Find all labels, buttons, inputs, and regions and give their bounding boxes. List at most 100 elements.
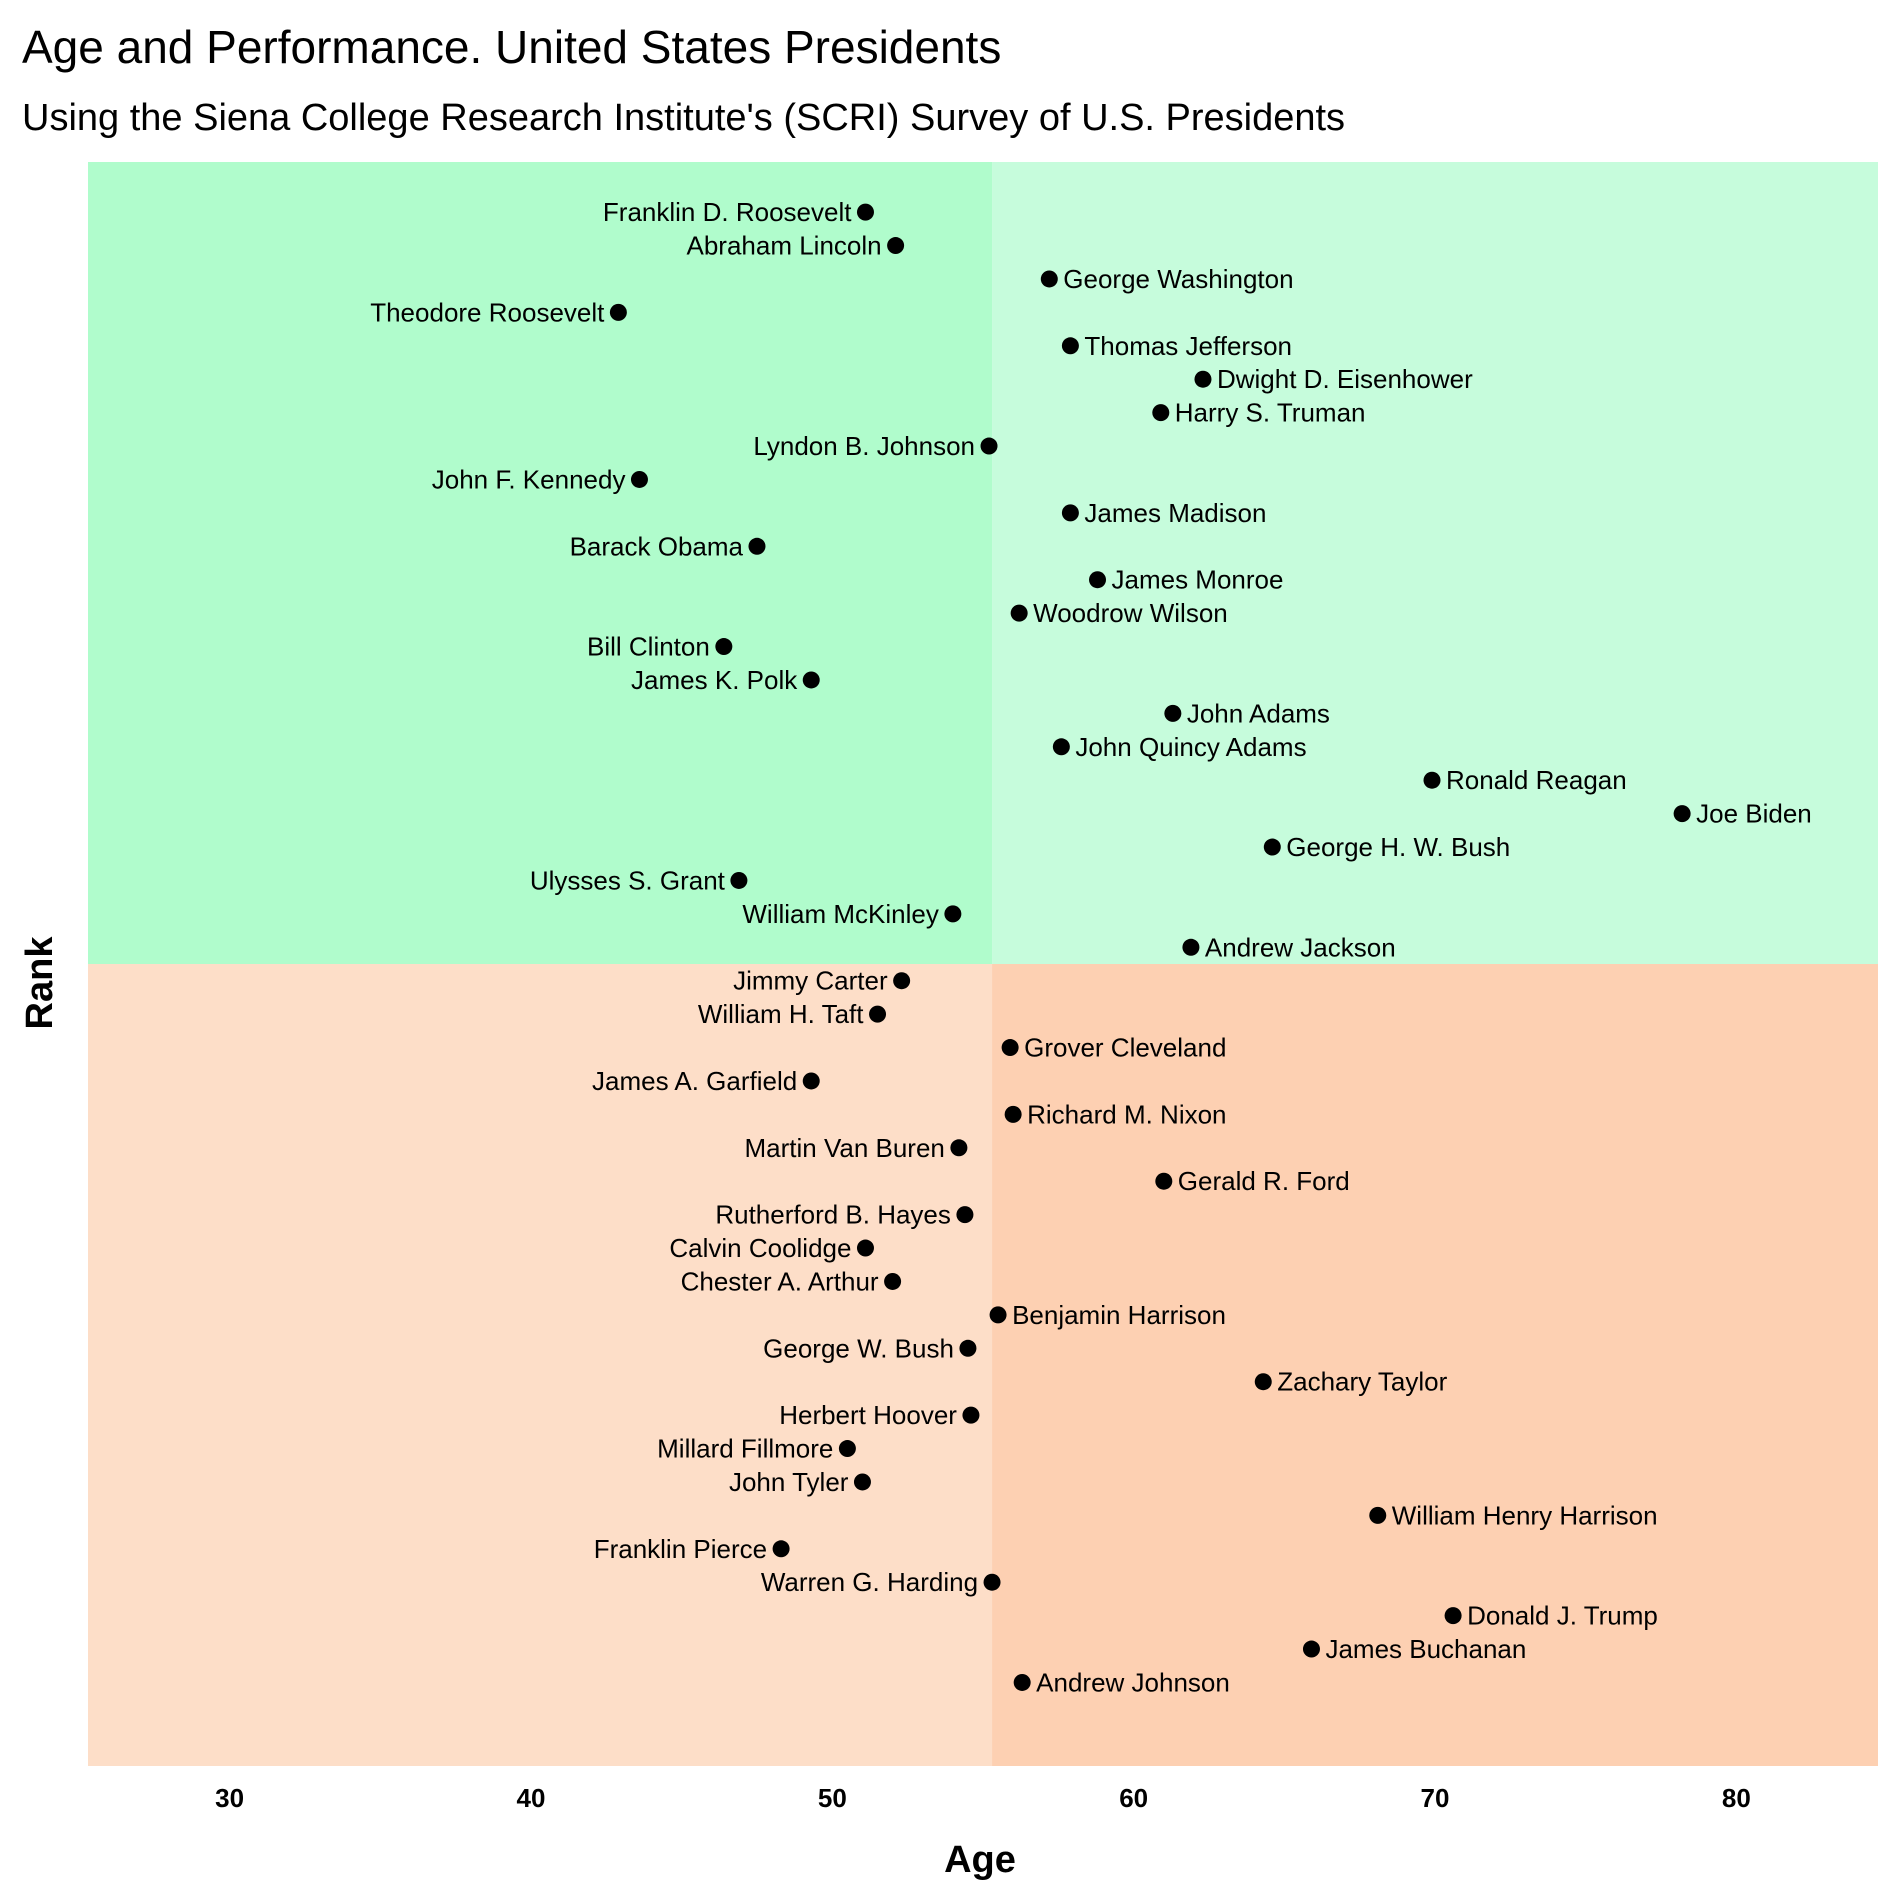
label-george-h-w-bush: George H. W. Bush (1286, 832, 1510, 862)
point-dwight-d-eisenhower (1194, 370, 1212, 388)
point-james-monroe (1089, 571, 1107, 589)
label-bill-clinton: Bill Clinton (587, 632, 710, 662)
point-donald-j-trump (1444, 1607, 1462, 1625)
label-harry-s-truman: Harry S. Truman (1175, 398, 1366, 428)
label-millard-fillmore: Millard Fillmore (657, 1434, 833, 1464)
label-benjamin-harrison: Benjamin Harrison (1012, 1300, 1226, 1330)
label-franklin-pierce: Franklin Pierce (594, 1534, 767, 1564)
label-william-h-taft: William H. Taft (698, 999, 864, 1029)
label-james-madison: James Madison (1084, 498, 1266, 528)
point-herbert-hoover (962, 1406, 980, 1424)
label-john-quincy-adams: John Quincy Adams (1075, 732, 1306, 762)
point-harry-s-truman (1152, 404, 1170, 422)
label-grover-cleveland: Grover Cleveland (1024, 1033, 1226, 1063)
point-john-tyler (853, 1473, 871, 1491)
point-rutherford-b-hayes (956, 1206, 974, 1224)
point-calvin-coolidge (856, 1239, 874, 1257)
label-theodore-roosevelt: Theodore Roosevelt (370, 297, 605, 327)
label-george-washington: George Washington (1063, 264, 1293, 294)
point-william-mckinley (944, 905, 962, 923)
point-thomas-jefferson (1061, 337, 1079, 355)
x-axis-title: Age (944, 1839, 1016, 1881)
point-jimmy-carter (893, 972, 911, 990)
quadrant-backgrounds (88, 162, 1878, 1766)
point-zachary-taylor (1254, 1373, 1272, 1391)
point-john-quincy-adams (1052, 738, 1070, 756)
x-tick-label-80: 80 (1722, 1783, 1751, 1813)
point-ronald-reagan (1423, 771, 1441, 789)
point-franklin-d-roosevelt (856, 203, 874, 221)
label-abraham-lincoln: Abraham Lincoln (686, 231, 881, 261)
chart-subtitle: Using the Siena College Research Institu… (22, 97, 1345, 139)
point-james-buchanan (1302, 1640, 1320, 1658)
label-chester-a-arthur: Chester A. Arthur (681, 1266, 879, 1296)
label-ulysses-s-grant: Ulysses S. Grant (530, 865, 726, 895)
label-william-mckinley: William McKinley (742, 899, 938, 929)
y-axis-title: Rank (19, 936, 61, 1030)
label-gerald-r-ford: Gerald R. Ford (1178, 1166, 1350, 1196)
label-dwight-d-eisenhower: Dwight D. Eisenhower (1217, 364, 1473, 394)
label-rutherford-b-hayes: Rutherford B. Hayes (715, 1200, 951, 1230)
label-calvin-coolidge: Calvin Coolidge (669, 1233, 851, 1263)
label-james-buchanan: James Buchanan (1325, 1634, 1526, 1664)
quadrant-top-right (992, 162, 1878, 964)
label-james-a-garfield: James A. Garfield (592, 1066, 797, 1096)
point-andrew-johnson (1013, 1673, 1031, 1691)
point-theodore-roosevelt (609, 303, 627, 321)
point-gerald-r-ford (1155, 1172, 1173, 1190)
label-john-f-kennedy: John F. Kennedy (432, 464, 626, 494)
point-andrew-jackson (1182, 938, 1200, 956)
x-tick-label-30: 30 (215, 1783, 244, 1813)
label-ronald-reagan: Ronald Reagan (1446, 765, 1627, 795)
quadrant-bottom-right (992, 964, 1878, 1766)
chart-title: Age and Performance. United States Presi… (22, 21, 1001, 73)
point-woodrow-wilson (1010, 604, 1028, 622)
label-john-adams: John Adams (1187, 698, 1330, 728)
point-ulysses-s-grant (730, 871, 748, 889)
label-andrew-johnson: Andrew Johnson (1036, 1667, 1230, 1697)
point-warren-g-harding (983, 1573, 1001, 1591)
label-john-tyler: John Tyler (729, 1467, 849, 1497)
point-george-washington (1040, 270, 1058, 288)
label-jimmy-carter: Jimmy Carter (733, 966, 888, 996)
point-james-madison (1061, 504, 1079, 522)
point-george-w-bush (959, 1339, 977, 1357)
label-james-monroe: James Monroe (1112, 565, 1284, 595)
label-franklin-d-roosevelt: Franklin D. Roosevelt (603, 197, 852, 227)
point-lyndon-b-johnson (980, 437, 998, 455)
label-barack-obama: Barack Obama (570, 531, 744, 561)
point-abraham-lincoln (887, 237, 905, 255)
x-tick-label-50: 50 (818, 1783, 847, 1813)
label-warren-g-harding: Warren G. Harding (761, 1567, 978, 1597)
point-labels: Franklin D. Roosevelt Abraham Lincoln Geor… (370, 197, 1812, 1697)
label-george-w-bush: George W. Bush (763, 1333, 954, 1363)
point-william-h-taft (869, 1005, 887, 1023)
data-points (609, 203, 1691, 1691)
point-joe-biden (1673, 805, 1691, 823)
point-franklin-pierce (772, 1540, 790, 1558)
label-william-henry-harrison: William Henry Harrison (1392, 1500, 1658, 1530)
label-donald-j-trump: Donald J. Trump (1467, 1601, 1658, 1631)
point-james-a-garfield (802, 1072, 820, 1090)
label-andrew-jackson: Andrew Jackson (1205, 932, 1396, 962)
point-martin-van-buren (950, 1139, 968, 1157)
label-lyndon-b-johnson: Lyndon B. Johnson (753, 431, 975, 461)
point-james-k-polk (802, 671, 820, 689)
quadrant-top-left (88, 162, 993, 964)
point-barack-obama (748, 537, 766, 555)
point-william-henry-harrison (1369, 1506, 1387, 1524)
label-woodrow-wilson: Woodrow Wilson (1033, 598, 1228, 628)
x-axis-ticks: 30 40 50 60 70 80 (215, 1783, 1751, 1813)
label-herbert-hoover: Herbert Hoover (779, 1400, 957, 1430)
point-john-adams (1164, 704, 1182, 722)
point-millard-fillmore (838, 1440, 856, 1458)
quadrant-bottom-left (88, 964, 993, 1766)
label-joe-biden: Joe Biden (1696, 799, 1812, 829)
x-tick-label-70: 70 (1421, 1783, 1450, 1813)
label-martin-van-buren: Martin Van Buren (744, 1133, 944, 1163)
label-james-k-polk: James K. Polk (631, 665, 798, 695)
label-thomas-jefferson: Thomas Jefferson (1084, 331, 1292, 361)
point-chester-a-arthur (884, 1272, 902, 1290)
